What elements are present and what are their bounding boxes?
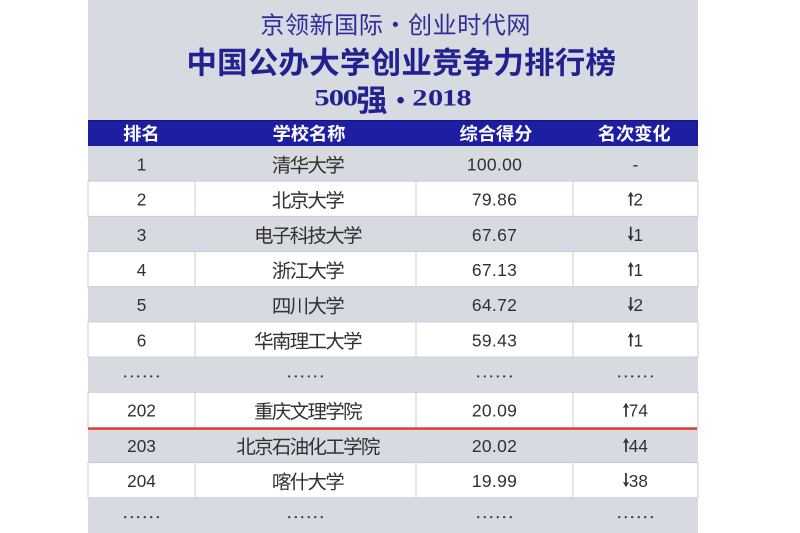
- svg-text:67.13: 67.13: [472, 260, 517, 280]
- svg-text:67.67: 67.67: [472, 225, 517, 245]
- svg-text:8: 8: [456, 85, 471, 111]
- svg-text:1: 1: [634, 260, 644, 280]
- svg-text:4: 4: [137, 260, 147, 280]
- svg-text:79.86: 79.86: [472, 190, 517, 210]
- svg-text:38: 38: [629, 471, 648, 491]
- svg-text:74: 74: [629, 401, 649, 421]
- svg-text:204: 204: [127, 471, 156, 491]
- svg-text:2: 2: [412, 85, 427, 111]
- svg-text:202: 202: [127, 401, 156, 421]
- svg-text:19.99: 19.99: [472, 471, 517, 491]
- svg-text:20.02: 20.02: [472, 436, 517, 456]
- svg-text:5: 5: [314, 85, 329, 111]
- svg-text:0: 0: [343, 85, 358, 111]
- svg-text:5: 5: [137, 295, 147, 315]
- svg-text:2: 2: [634, 295, 644, 315]
- svg-text:203: 203: [127, 436, 156, 456]
- svg-text:1: 1: [442, 85, 457, 111]
- svg-text:2: 2: [137, 190, 147, 210]
- svg-text:2: 2: [634, 190, 644, 210]
- svg-text:-: -: [633, 154, 639, 174]
- svg-text:64.72: 64.72: [472, 295, 517, 315]
- svg-text:0: 0: [428, 85, 443, 111]
- svg-text:20.09: 20.09: [472, 401, 517, 421]
- svg-text:0: 0: [329, 85, 344, 111]
- svg-text:3: 3: [137, 225, 147, 245]
- svg-text:1: 1: [634, 330, 644, 350]
- svg-text:1: 1: [137, 154, 147, 174]
- svg-text:44: 44: [629, 436, 649, 456]
- svg-text:6: 6: [137, 330, 147, 350]
- svg-text:100.00: 100.00: [467, 154, 522, 174]
- svg-text:1: 1: [634, 225, 644, 245]
- svg-text:59.43: 59.43: [472, 330, 517, 350]
